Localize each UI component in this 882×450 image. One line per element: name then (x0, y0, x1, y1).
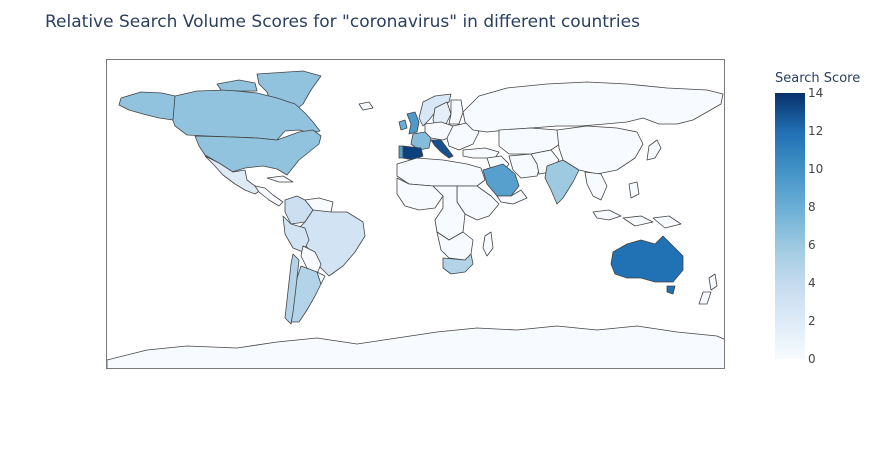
colorbar-tick-0: 0 (808, 352, 816, 366)
region-yemen-oman[interactable] (496, 189, 528, 205)
colorbar-tick-14: 14 (808, 86, 824, 100)
country-canada-arctic-islands[interactable] (216, 79, 258, 92)
colorbar-title: Search Score (775, 71, 861, 86)
colorbar-tick-12: 12 (808, 124, 824, 138)
country-chile[interactable] (284, 253, 300, 325)
country-indonesia[interactable] (592, 209, 654, 227)
colorbar-tick-6: 6 (808, 238, 816, 252)
country-japan[interactable] (646, 139, 662, 161)
country-new-zealand[interactable] (698, 273, 718, 305)
country-finland[interactable] (448, 99, 464, 125)
country-united-kingdom[interactable] (406, 111, 420, 135)
world-choropleth-map[interactable] (106, 59, 725, 369)
colorbar-tick-2: 2 (808, 314, 816, 328)
country-peru[interactable] (282, 215, 310, 253)
country-philippines[interactable] (628, 181, 640, 199)
region-southeast-asia[interactable] (584, 171, 608, 201)
country-china[interactable] (556, 125, 644, 175)
country-australia-tasmania[interactable] (666, 285, 676, 295)
country-saudi-arabia[interactable] (482, 163, 520, 197)
chart-title: Relative Search Volume Scores for "coron… (45, 12, 640, 32)
country-iceland[interactable] (358, 101, 374, 111)
country-alaska[interactable] (118, 91, 176, 121)
colorbar-tick-8: 8 (808, 200, 816, 214)
region-antarctica[interactable] (107, 325, 725, 369)
colorbar-gradient (775, 93, 805, 359)
region-central-america[interactable] (254, 185, 284, 207)
colorbar-tick-4: 4 (808, 276, 816, 290)
country-australia[interactable] (610, 235, 684, 283)
colorbar-tick-10: 10 (808, 162, 824, 176)
country-south-africa[interactable] (442, 253, 474, 275)
region-new-guinea[interactable] (652, 215, 682, 229)
country-italy[interactable] (430, 139, 454, 159)
country-portugal[interactable] (398, 145, 404, 159)
region-west-africa[interactable] (396, 177, 444, 211)
country-madagascar[interactable] (482, 231, 494, 257)
country-cuba[interactable] (266, 175, 294, 183)
map-svg (107, 60, 725, 369)
country-uruguay[interactable] (316, 271, 326, 285)
country-ireland[interactable] (398, 119, 408, 131)
